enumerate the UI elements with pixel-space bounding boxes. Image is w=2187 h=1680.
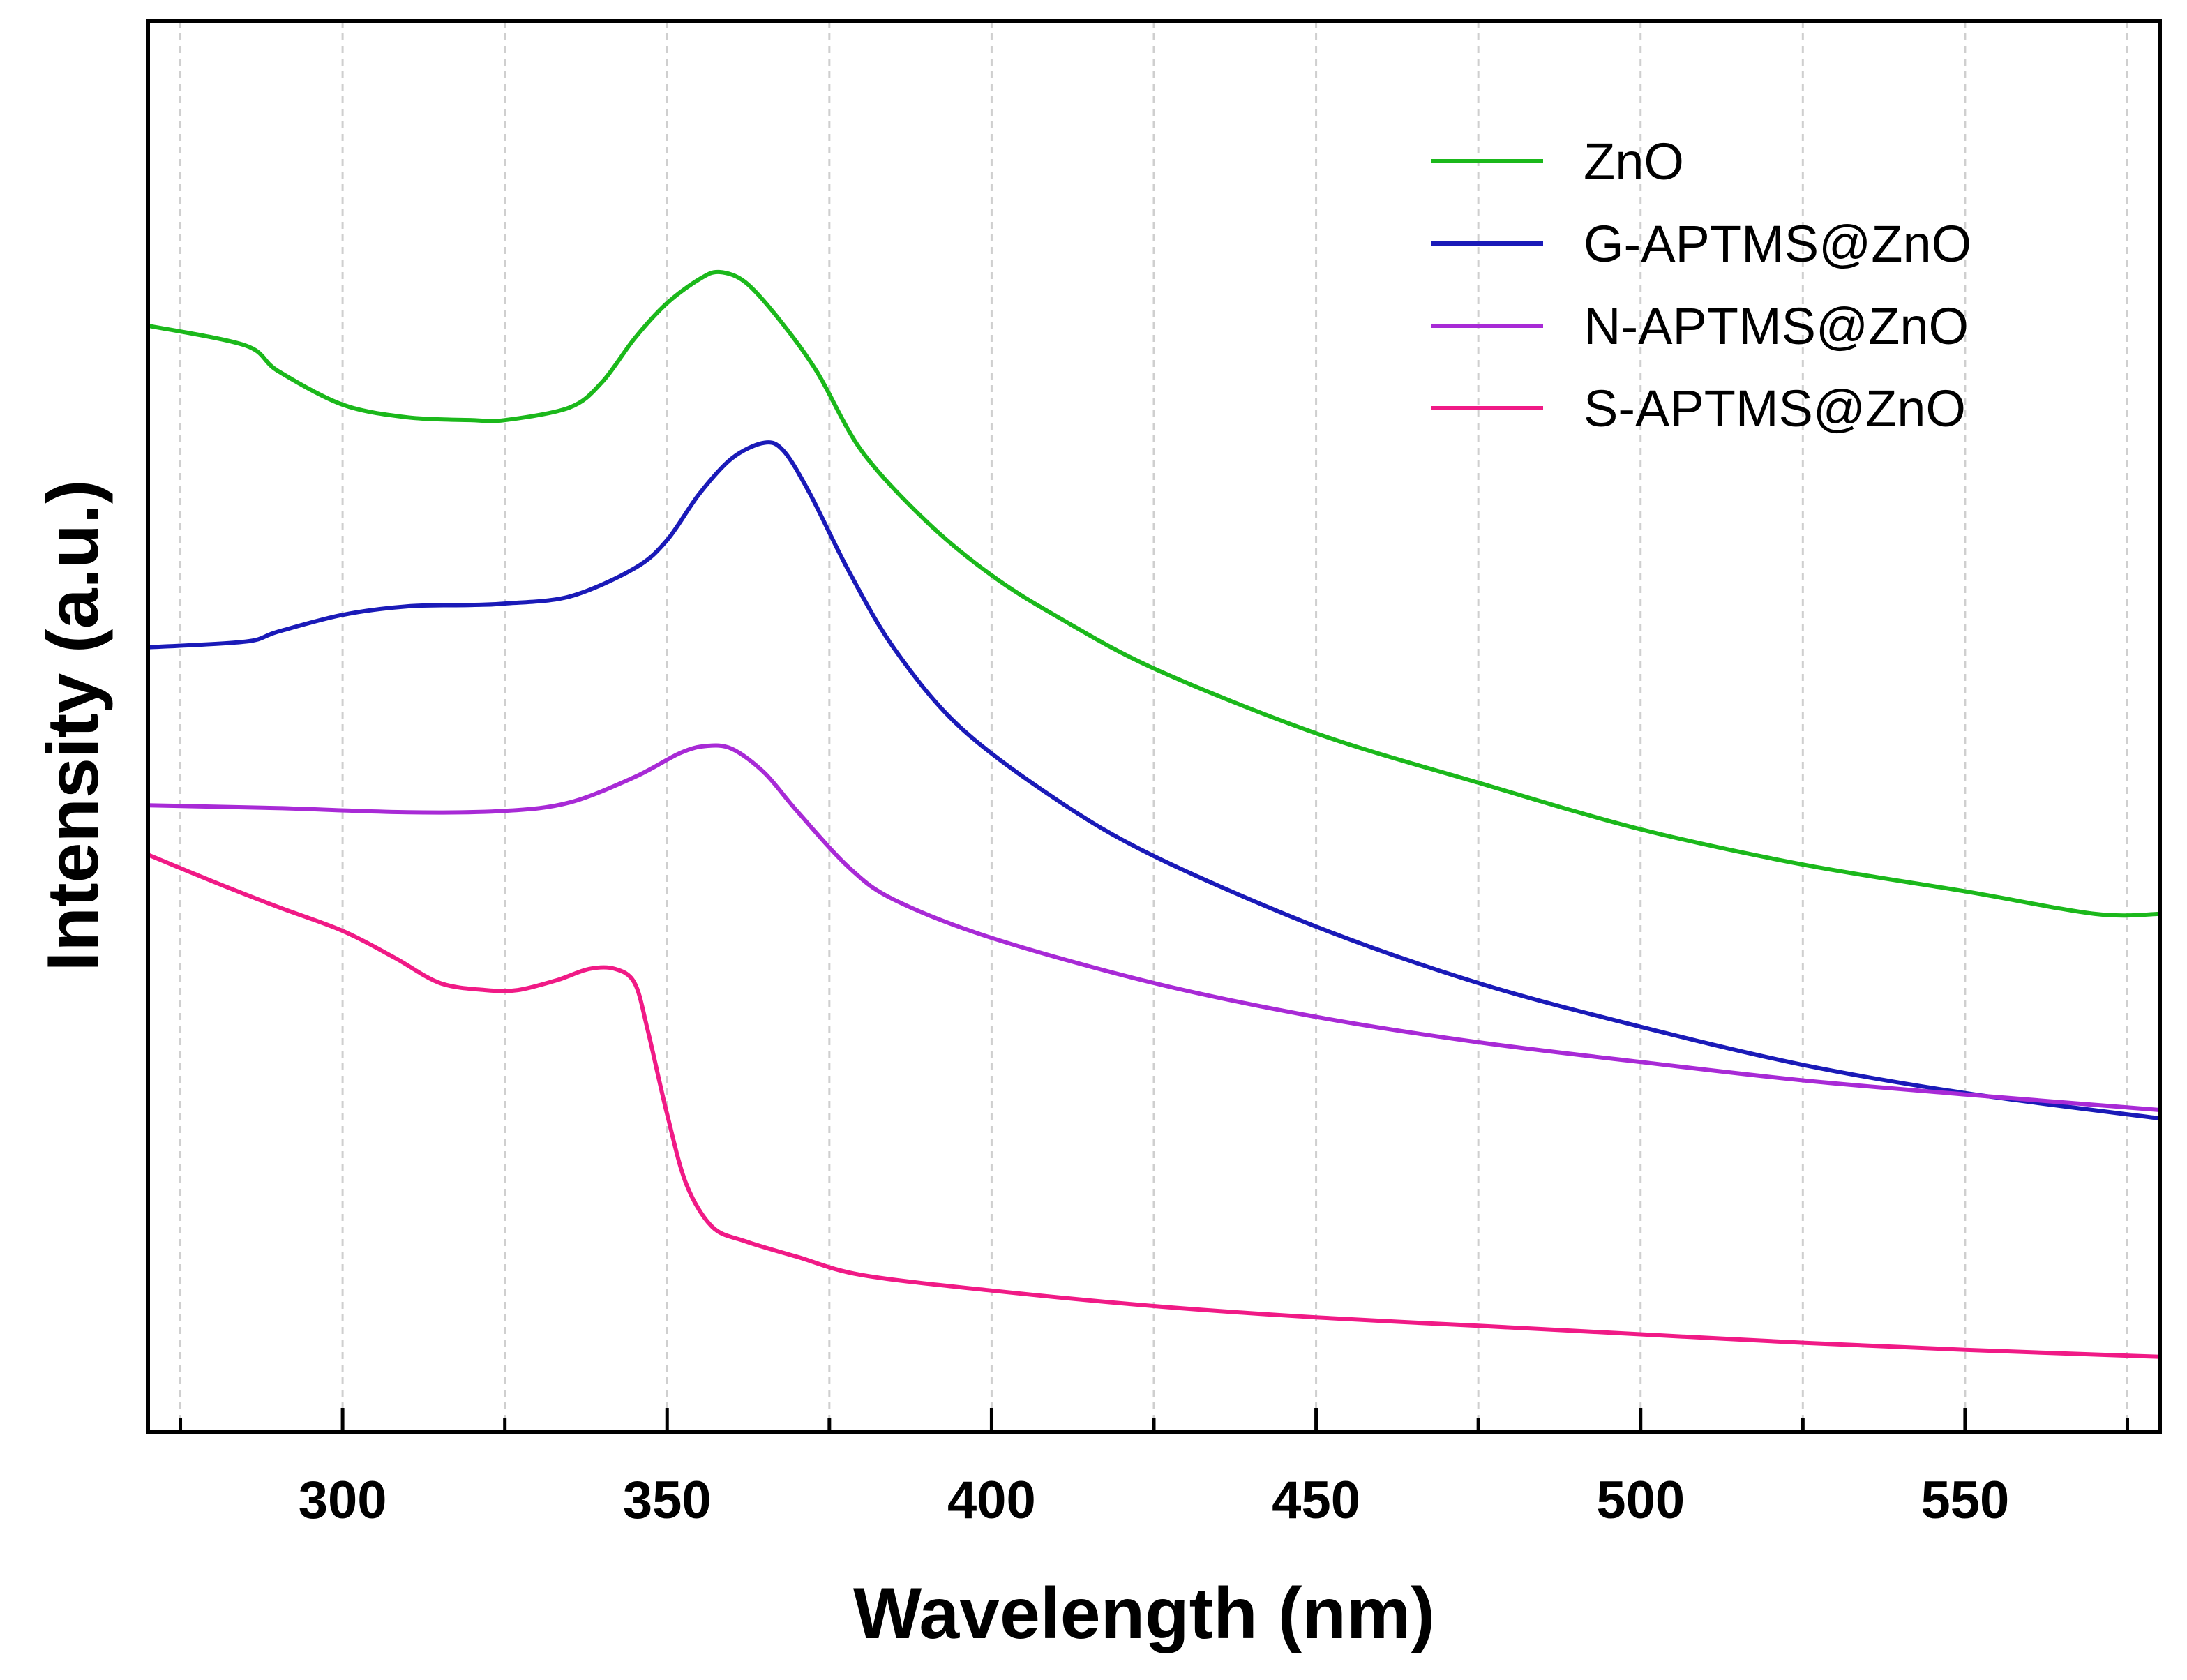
series-line-n-aptms-zno [146, 743, 2162, 1112]
legend-label: ZnO [1584, 133, 1684, 190]
legend-label: S-APTMS@ZnO [1584, 380, 1966, 437]
x-tick-label: 550 [1921, 1471, 2009, 1530]
x-axis-ticks [179, 1408, 2129, 1432]
x-axis-title: Wavelength (nm) [853, 1573, 1435, 1654]
grid [179, 21, 2128, 1432]
x-axis-tick-labels: 300 350 400 450 500 550 [299, 1471, 2010, 1530]
legend-label: N-APTMS@ZnO [1584, 297, 1969, 355]
x-tick-label: 350 [623, 1471, 712, 1530]
series-line-g-aptms-zno [146, 440, 2162, 1121]
y-axis-title: Intensity (a.u.) [33, 480, 114, 972]
legend: ZnO G-APTMS@ZnO N-APTMS@ZnO S-APTMS@ZnO [1431, 133, 1971, 437]
series-line-s-aptms-zno [146, 853, 2162, 1359]
legend-label: G-APTMS@ZnO [1584, 215, 1971, 273]
series-line-zno [146, 269, 2162, 918]
x-tick-label: 400 [947, 1471, 1036, 1530]
x-tick-label: 450 [1272, 1471, 1360, 1530]
x-tick-label: 500 [1596, 1471, 1685, 1530]
series-layer [146, 269, 2162, 1359]
x-tick-label: 300 [299, 1471, 387, 1530]
